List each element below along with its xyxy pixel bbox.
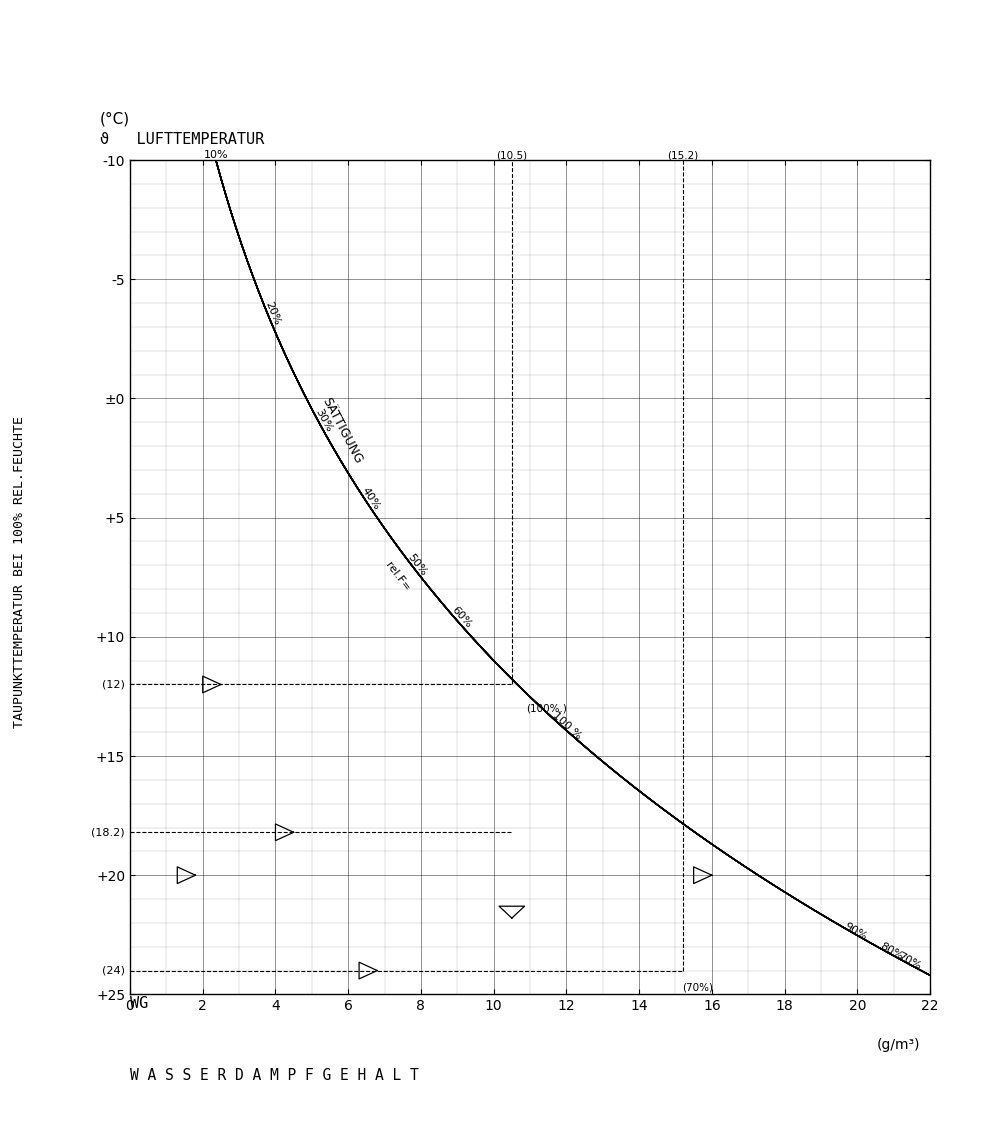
Text: (12): (12): [102, 679, 125, 689]
Text: 30%: 30%: [313, 407, 334, 433]
Text: SÄTTIGUNG: SÄTTIGUNG: [319, 395, 364, 466]
Text: 20%: 20%: [263, 299, 282, 327]
Text: (100%.): (100%.): [526, 704, 567, 713]
Text: ϑ   LUFTTEMPERATUR: ϑ LUFTTEMPERATUR: [100, 133, 264, 147]
Text: (18.2): (18.2): [91, 828, 125, 838]
Text: (70%): (70%): [682, 983, 713, 992]
Text: 50%: 50%: [406, 552, 429, 577]
Text: (g/m³): (g/m³): [876, 1038, 920, 1053]
Text: W A S S E R D A M P F G E H A L T: W A S S E R D A M P F G E H A L T: [130, 1069, 419, 1084]
Text: WG: WG: [130, 997, 148, 1012]
Text: 60%: 60%: [449, 605, 473, 630]
Text: 100 %: 100 %: [550, 710, 583, 742]
Text: 90%: 90%: [842, 921, 869, 942]
Text: (10.5): (10.5): [496, 151, 527, 160]
Text: 40%: 40%: [360, 486, 381, 512]
Text: (°C): (°C): [100, 112, 130, 127]
Text: 80%: 80%: [878, 941, 905, 962]
Text: TAUPUNKTTEMPERATUR BEI 100% REL.FEUCHTE: TAUPUNKTTEMPERATUR BEI 100% REL.FEUCHTE: [13, 416, 27, 727]
Text: (15.2): (15.2): [667, 151, 698, 160]
Text: 10%: 10%: [204, 150, 228, 160]
Text: 70%: 70%: [897, 951, 923, 972]
Text: rel.F=: rel.F=: [384, 560, 412, 593]
Text: (24): (24): [102, 966, 125, 976]
